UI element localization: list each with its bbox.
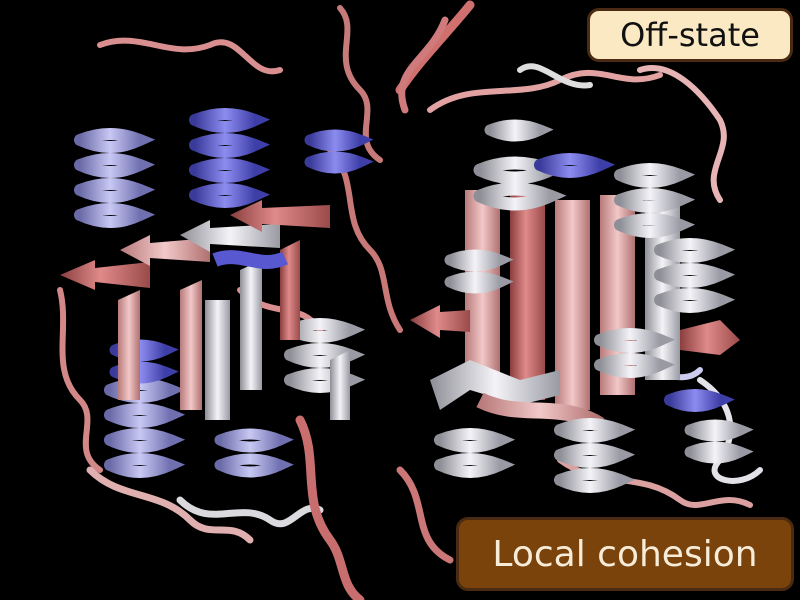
metric-label-text: Local cohesion [492, 533, 758, 575]
metric-label-badge: Local cohesion [456, 517, 794, 591]
right-domain-helices [434, 119, 754, 493]
state-label-badge: Off-state [587, 8, 793, 62]
left-domain-strands [60, 200, 350, 420]
state-label-text: Off-state [620, 16, 760, 54]
